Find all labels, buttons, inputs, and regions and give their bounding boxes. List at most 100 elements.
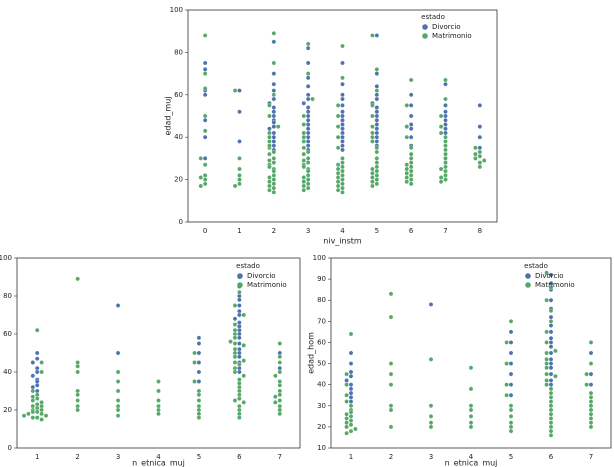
swarm-point [34, 327, 40, 333]
swarm-point [340, 134, 345, 140]
swarm-point [202, 156, 208, 161]
x-tick-label: 5 [197, 453, 201, 461]
swarm-point [271, 71, 277, 76]
y-tick-label: 20 [3, 406, 12, 414]
y-tick-label: 90 [317, 275, 326, 283]
swarm-point [305, 156, 311, 161]
legend-title: estado [524, 262, 548, 270]
swarm-point [156, 411, 161, 417]
swarm-point [305, 130, 311, 136]
swarm-point [271, 96, 277, 102]
swarm-point [43, 413, 49, 418]
swarm-point [305, 177, 311, 182]
swarm-point [388, 407, 394, 413]
swarm-point [271, 124, 277, 129]
swarm-point [548, 424, 554, 430]
swarm-point [544, 329, 549, 335]
swarm-point [408, 77, 414, 83]
swarm-point [374, 134, 380, 140]
swarm-point [75, 403, 80, 409]
y-tick-label: 80 [3, 292, 12, 300]
y-tick-label: 0 [8, 444, 12, 452]
swarm-point [305, 92, 311, 98]
y-tick-label: 100 [170, 6, 183, 14]
swarm-point [39, 417, 44, 422]
swarm-point [237, 177, 242, 182]
swarm-point [196, 335, 202, 341]
swarm-point [267, 187, 272, 193]
swarm-point [548, 371, 554, 377]
swarm-point [443, 139, 448, 144]
swarm-point [588, 420, 594, 425]
swarm-point [267, 103, 272, 108]
swarm-point [241, 358, 247, 363]
swarm-point [548, 335, 554, 341]
swarm-point [271, 120, 277, 125]
swarm-point [237, 156, 242, 161]
legend-marker [237, 282, 243, 288]
x-tick-label: 3 [306, 227, 310, 235]
y-tick-label: 0 [179, 218, 183, 226]
swarm-point [301, 187, 307, 193]
swarm-point [344, 378, 349, 383]
swarm-point [348, 414, 354, 419]
swarm-point [232, 331, 238, 337]
swarm-point [388, 382, 394, 387]
swarm-point [374, 145, 380, 151]
y-tick-label: 40 [3, 368, 12, 376]
swarm-point [75, 364, 80, 369]
swarm-point [508, 420, 514, 425]
swarm-point [271, 190, 277, 195]
swarm-point [271, 160, 277, 165]
swarm-point [504, 392, 509, 398]
swarm-point [34, 415, 40, 420]
swarm-point [370, 124, 375, 129]
swarm-point [34, 402, 40, 407]
swarm-point [196, 398, 202, 403]
swarm-point [388, 424, 394, 430]
swarm-point [305, 126, 311, 131]
swarm-point [548, 365, 554, 371]
swarm-point [404, 134, 410, 140]
swarm-point [443, 177, 448, 182]
swarm-point [548, 395, 554, 400]
swarm-point [237, 139, 242, 144]
swarm-point [370, 179, 375, 184]
swarm-point [340, 168, 345, 174]
legend-label: Matrimonio [247, 281, 287, 289]
swarm-point [344, 411, 349, 417]
swarm-point [340, 96, 345, 102]
swarm-point [473, 156, 478, 161]
swarm-point [408, 181, 414, 187]
swarm-point [75, 388, 80, 394]
swarm-point [344, 382, 349, 387]
swarm-point [428, 403, 434, 409]
y-tick-label: 60 [317, 338, 326, 346]
swarm-point [232, 346, 238, 352]
swarm-point [237, 327, 242, 333]
swarm-point [584, 371, 589, 377]
x-tick-label: 0 [203, 227, 207, 235]
swarm-point [340, 92, 345, 98]
x-tick-label: 4 [469, 453, 474, 461]
swarm-point [232, 88, 238, 93]
swarm-point [443, 96, 448, 102]
swarm-point [508, 392, 514, 398]
x-tick-label: 8 [478, 227, 482, 235]
swarm-point [548, 308, 554, 314]
swarm-point [273, 373, 278, 379]
x-tick-label: 7 [443, 227, 447, 235]
swarm-point [237, 181, 242, 187]
swarm-point [370, 33, 375, 38]
swarm-point [443, 81, 448, 87]
swarm-point [404, 103, 410, 108]
swarm-point [588, 361, 594, 366]
swarm-point [553, 348, 558, 354]
swarm-point [443, 109, 448, 115]
swarm-point [473, 145, 478, 151]
swarm-point [438, 175, 444, 180]
swarm-point [30, 388, 36, 394]
swarm-point [202, 117, 208, 123]
swarm-point [305, 45, 311, 51]
swarm-point [388, 314, 394, 320]
